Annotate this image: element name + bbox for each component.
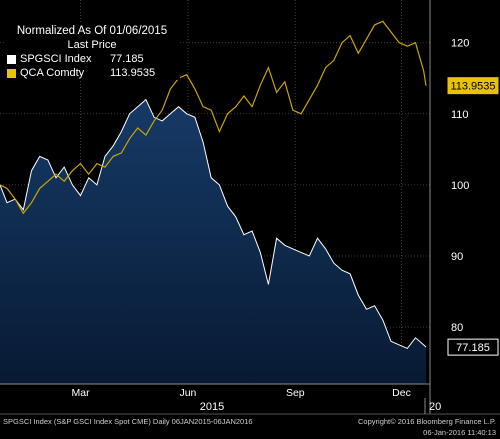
y-tick-label: 100 bbox=[451, 180, 469, 192]
year-label: 2015 bbox=[200, 401, 224, 413]
x-tick-label: Dec bbox=[392, 387, 411, 399]
spgsci-line bbox=[0, 98, 427, 350]
last-value-spgsci: 77.185 bbox=[456, 342, 490, 354]
last-value-qca: 113.9535 bbox=[450, 81, 495, 93]
last-value-qca-box bbox=[447, 77, 499, 95]
legend: Normalized As Of 01/06/2015 Last Price S… bbox=[4, 24, 180, 80]
legend-item-qca: QCA Comdty 113.9535 bbox=[4, 66, 180, 80]
legend-title: Normalized As Of 01/06/2015 bbox=[16, 25, 168, 37]
y-tick-label: 80 bbox=[451, 322, 463, 334]
qca-line bbox=[0, 20, 427, 215]
footer-timestamp: 06-Jan-2016 11:40:13 bbox=[423, 428, 496, 437]
legend-name: QCA Comdty bbox=[20, 67, 85, 79]
y-tick-label: 110 bbox=[451, 109, 469, 121]
legend-value: 113.9535 bbox=[110, 67, 156, 79]
legend-name: SPGSCI Index bbox=[20, 53, 92, 65]
footer-copyright: Copyright© 2016 Bloomberg Finance L.P. bbox=[358, 417, 496, 426]
legend-item-spgsci: SPGSCI Index 77.185 bbox=[4, 52, 180, 66]
y-tick-label: 120 bbox=[451, 38, 469, 50]
footer-source: SPGSCI Index (S&P GSCI Index Spot CME) D… bbox=[3, 417, 253, 426]
legend-subtitle: Last Price bbox=[67, 39, 117, 51]
year-label: 20 bbox=[429, 401, 441, 413]
y-tick-label: 90 bbox=[451, 251, 463, 263]
legend-swatch-qca bbox=[7, 68, 16, 78]
x-tick-label: Sep bbox=[286, 387, 305, 399]
x-tick-label: Jun bbox=[179, 387, 196, 399]
x-tick-label: Mar bbox=[71, 387, 90, 399]
legend-value: 77.185 bbox=[110, 53, 144, 65]
last-value-spgsci-box bbox=[447, 338, 499, 356]
spgsci-area bbox=[0, 99, 426, 384]
legend-swatch-spgsci bbox=[7, 54, 16, 64]
